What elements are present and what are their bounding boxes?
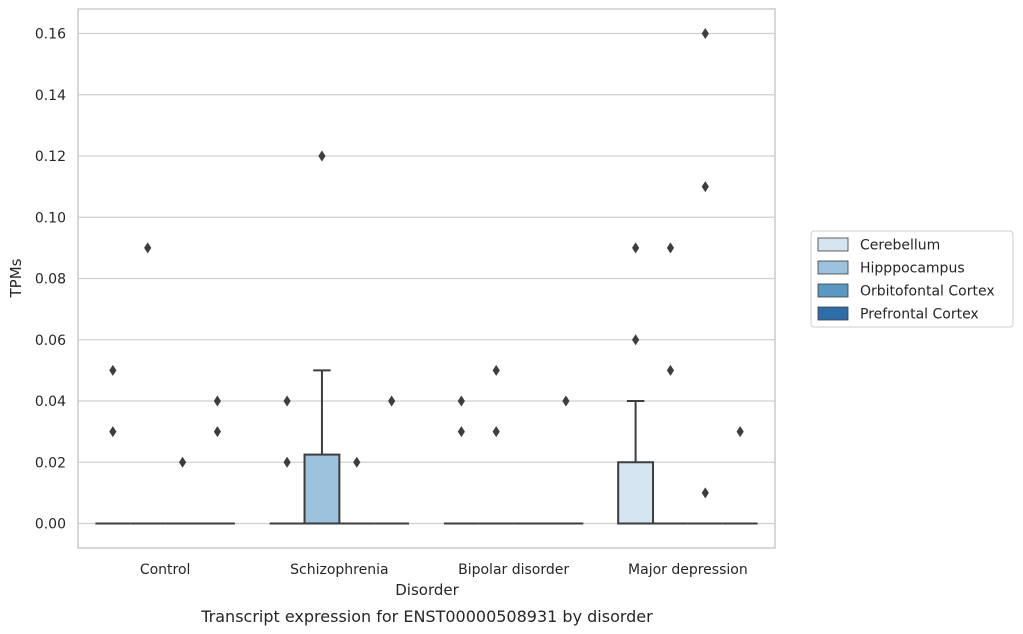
legend: Cerebellum Hipppocampus Orbitofontal Corte…: [810, 230, 1014, 328]
outlier-point: [701, 181, 709, 193]
y-axis-label: TPMs: [7, 258, 25, 298]
outlier-point: [109, 426, 117, 438]
outlier-point: [109, 364, 117, 376]
y-tick-label: 0.06: [35, 333, 66, 349]
y-tick-labels: 0.00 0.02 0.04 0.06 0.08 0.10 0.12 0.14 0.16: [35, 27, 66, 533]
outlier-point: [283, 395, 291, 407]
y-tick-label: 0.14: [35, 88, 66, 104]
plot-frame: [77, 8, 776, 549]
outlier-points: [109, 28, 744, 499]
x-tick-label: Control: [140, 562, 191, 578]
outlier-point: [388, 395, 396, 407]
legend-frame: [810, 230, 1014, 328]
y-tick-label: 0.00: [35, 517, 66, 533]
outlier-point: [213, 426, 221, 438]
box-plot-marks: [95, 369, 758, 525]
legend-label: Prefrontal Cortex: [860, 307, 979, 323]
box-cerebellum: [617, 461, 655, 525]
y-tick-label: 0.16: [35, 27, 66, 43]
x-tick-label: Bipolar disorder: [458, 562, 569, 578]
outlier-point: [283, 456, 291, 468]
y-tick-label: 0.04: [35, 394, 66, 410]
y-tick-label: 0.10: [35, 210, 66, 226]
outlier-point: [353, 456, 361, 468]
outlier-point: [457, 395, 465, 407]
legend-swatch: [817, 260, 849, 275]
x-axis-label: Disorder: [395, 581, 459, 599]
outlier-point: [144, 242, 152, 254]
legend-swatch: [817, 237, 849, 252]
outlier-point: [666, 364, 675, 376]
outlier-point: [666, 242, 675, 254]
outlier-point: [492, 426, 500, 438]
outlier-point: [318, 150, 326, 162]
outlier-point: [492, 364, 500, 376]
box-hipppocampus: [303, 453, 341, 525]
legend-label: Hipppocampus: [860, 261, 965, 277]
y-tick-label: 0.12: [35, 149, 66, 165]
outlier-point: [632, 334, 640, 346]
y-tick-label: 0.08: [35, 272, 66, 288]
x-tick-labels: Control Schizophrenia Bipolar disorder Majo…: [140, 562, 748, 578]
legend-label: Orbitofontal Cortex: [860, 284, 995, 300]
outlier-point: [701, 28, 709, 39]
outlier-point: [213, 395, 221, 407]
legend-swatch: [817, 306, 849, 321]
x-tick-label: Schizophrenia: [290, 562, 388, 578]
outlier-point: [736, 426, 744, 438]
outlier-point: [632, 242, 640, 254]
legend-swatch: [817, 283, 849, 298]
chart-title: Transcript expression for ENST0000050893…: [200, 607, 653, 626]
outlier-point: [701, 487, 709, 499]
x-tick-label: Major depression: [628, 562, 748, 578]
y-tick-label: 0.02: [35, 455, 66, 471]
outlier-point: [457, 426, 465, 438]
outlier-point: [178, 456, 187, 468]
outlier-point: [562, 395, 570, 407]
legend-label: Cerebellum: [860, 238, 940, 254]
